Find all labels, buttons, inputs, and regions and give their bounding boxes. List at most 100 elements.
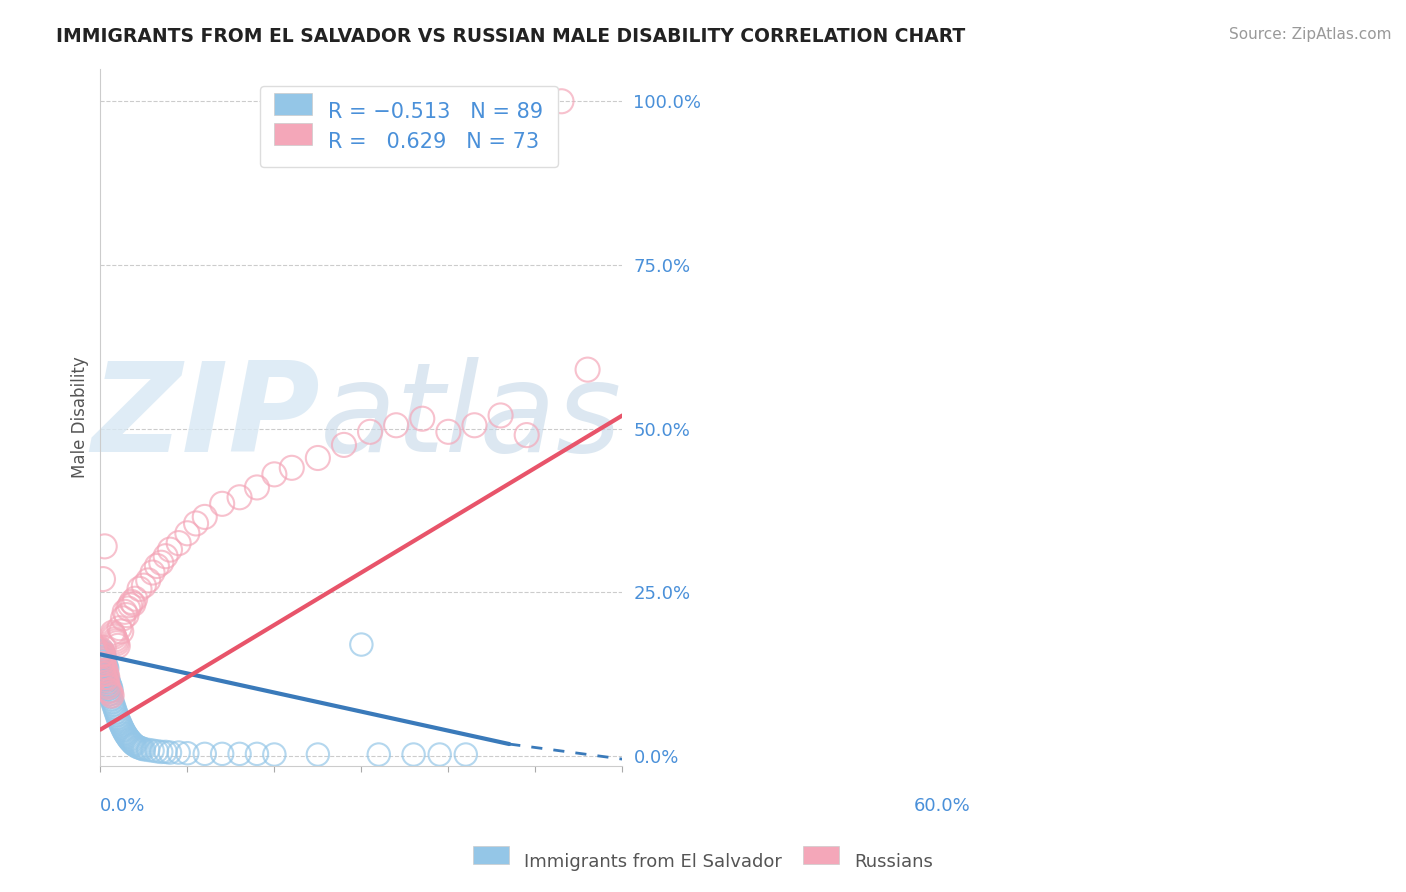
Point <box>117 601 139 615</box>
Point <box>90 642 112 657</box>
Point <box>142 566 165 580</box>
Point <box>350 638 373 652</box>
Point <box>118 733 141 747</box>
Point <box>333 438 356 452</box>
Point <box>96 678 118 692</box>
Text: ZIP: ZIP <box>91 357 319 477</box>
Point <box>211 747 233 761</box>
Point <box>93 640 115 655</box>
Point <box>159 542 181 557</box>
Point <box>91 648 114 662</box>
Point <box>122 737 145 751</box>
Point <box>120 734 142 748</box>
Point <box>228 490 250 504</box>
Point <box>107 713 129 727</box>
Point <box>124 591 146 606</box>
Point <box>100 692 122 706</box>
Point <box>155 745 177 759</box>
Point <box>91 648 114 662</box>
Point <box>150 745 173 759</box>
Point <box>263 747 285 762</box>
Point <box>184 516 207 531</box>
Point <box>124 739 146 753</box>
Point <box>93 657 115 672</box>
Point <box>91 660 114 674</box>
Point <box>105 634 128 648</box>
Point <box>96 680 118 694</box>
Point <box>122 597 145 611</box>
Point <box>121 595 143 609</box>
Point <box>94 664 117 678</box>
Point <box>96 672 118 686</box>
Point <box>136 574 159 588</box>
Point <box>104 703 127 717</box>
Point <box>93 667 115 681</box>
Point <box>91 670 114 684</box>
Point <box>159 746 181 760</box>
Point <box>93 664 115 678</box>
Point <box>114 727 136 741</box>
Point <box>103 628 125 642</box>
Point <box>246 480 269 494</box>
Point <box>91 645 114 659</box>
Point <box>91 652 114 666</box>
Point <box>367 747 389 762</box>
Point <box>516 428 538 442</box>
Point <box>110 719 132 733</box>
Point <box>111 721 134 735</box>
Point <box>454 747 477 762</box>
Point <box>91 644 114 658</box>
Point <box>228 747 250 761</box>
Point <box>121 736 143 750</box>
Point <box>359 425 381 439</box>
Legend: R = −0.513   N = 89, R =   0.629   N = 73: R = −0.513 N = 89, R = 0.629 N = 73 <box>260 86 558 167</box>
Point <box>110 716 132 731</box>
Point <box>90 654 112 668</box>
Point <box>117 731 139 746</box>
Point <box>115 729 138 743</box>
Text: atlas: atlas <box>319 357 621 477</box>
Point <box>307 747 329 762</box>
Point <box>307 450 329 465</box>
Point <box>100 690 122 704</box>
Point <box>91 660 114 674</box>
Point <box>281 460 304 475</box>
Point <box>98 684 121 698</box>
Point <box>93 654 115 668</box>
Point <box>93 670 115 684</box>
Point <box>105 706 128 720</box>
Point <box>90 660 112 674</box>
Point <box>107 711 129 725</box>
Point <box>94 673 117 687</box>
Point <box>98 687 121 701</box>
Point <box>429 747 451 762</box>
Point <box>129 741 152 756</box>
Point <box>93 672 115 686</box>
Point <box>136 743 159 757</box>
Point <box>111 723 134 737</box>
Point <box>91 652 114 666</box>
Point <box>91 657 114 672</box>
Point <box>91 664 114 678</box>
Point <box>96 678 118 692</box>
Point <box>96 670 118 684</box>
Point <box>97 673 120 687</box>
Point <box>96 667 118 681</box>
Point <box>489 409 512 423</box>
Point <box>246 747 269 761</box>
Point <box>91 650 114 665</box>
Point <box>437 425 460 439</box>
Point <box>91 667 114 681</box>
Legend: Immigrants from El Salvador, Russians: Immigrants from El Salvador, Russians <box>465 845 941 879</box>
Point <box>96 675 118 690</box>
Point <box>167 536 190 550</box>
Point <box>110 624 132 639</box>
Text: Source: ZipAtlas.com: Source: ZipAtlas.com <box>1229 27 1392 42</box>
Point <box>100 680 122 694</box>
Point <box>176 526 198 541</box>
Point <box>93 540 115 554</box>
Point <box>94 667 117 681</box>
Point <box>111 611 134 625</box>
Point <box>108 714 131 729</box>
Point <box>93 673 115 688</box>
